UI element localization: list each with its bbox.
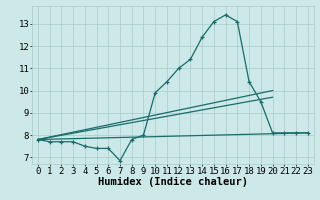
- X-axis label: Humidex (Indice chaleur): Humidex (Indice chaleur): [98, 177, 248, 187]
